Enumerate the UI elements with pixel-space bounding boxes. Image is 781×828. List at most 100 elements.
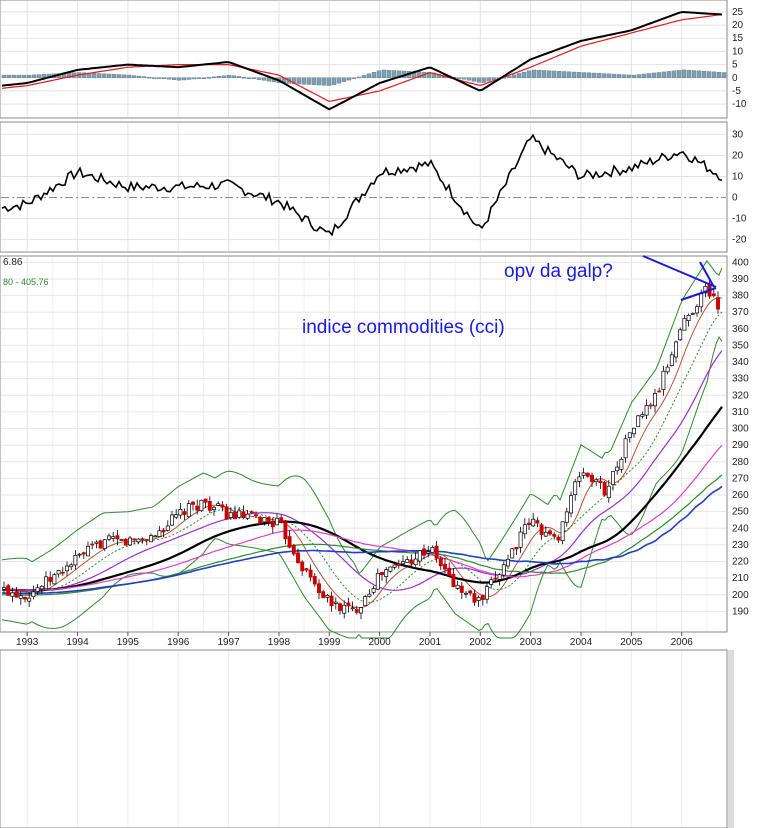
- candle-body: [266, 516, 271, 523]
- candle-body: [569, 495, 573, 514]
- macd-tick-label: 25: [732, 7, 744, 18]
- macd-layer: [1, 10, 727, 111]
- macd-histogram-bar: [336, 77, 342, 84]
- x-tick-label: 2006: [671, 637, 694, 648]
- candle-body: [317, 583, 321, 594]
- price-tick-label: 210: [732, 573, 749, 584]
- price-tick-label: 370: [732, 307, 749, 318]
- candle-body: [606, 485, 611, 499]
- candle-body: [695, 306, 699, 314]
- macd-histogram-bar: [571, 71, 577, 78]
- candle-body: [623, 438, 628, 459]
- macd-histogram-bar: [696, 70, 702, 78]
- candle-body: [275, 517, 279, 526]
- macd-histogram-bar: [116, 74, 122, 78]
- macd-histogram-bar: [666, 71, 672, 78]
- macd-histogram-bar: [26, 74, 32, 78]
- candle-body: [476, 597, 481, 601]
- macd-histogram-bar: [101, 73, 107, 78]
- candle-body: [132, 538, 137, 541]
- candle-body: [674, 341, 678, 358]
- macd-histogram-bar: [21, 74, 27, 78]
- candle-body: [304, 568, 309, 571]
- macd-histogram-bar: [171, 77, 177, 80]
- macd-histogram-bar: [246, 77, 252, 79]
- candle-body: [648, 404, 653, 407]
- candle-body: [539, 524, 544, 535]
- macd-histogram-bar: [221, 75, 227, 78]
- moving-average-black: [2, 406, 723, 592]
- price-tick-label: 250: [732, 507, 749, 518]
- candle-body: [522, 524, 527, 535]
- candle-body: [657, 390, 662, 393]
- candle-body: [60, 571, 65, 574]
- candle-body: [287, 536, 292, 548]
- candle-body: [413, 558, 418, 566]
- candle-body: [619, 458, 624, 470]
- macd-histogram-bar: [711, 71, 717, 78]
- candle-body: [527, 522, 531, 525]
- macd-histogram-bar: [126, 74, 132, 78]
- macd-histogram-bar: [386, 70, 392, 78]
- candle-body: [581, 472, 586, 476]
- candle-body: [611, 471, 615, 485]
- macd-histogram-bar: [716, 71, 722, 78]
- macd-histogram-bar: [81, 72, 87, 78]
- candle-body: [312, 576, 317, 585]
- momentum-line: [1, 133, 723, 237]
- candle-body: [548, 530, 552, 535]
- macd-tick-label: 5: [732, 60, 738, 71]
- macd-histogram-bar: [196, 77, 202, 79]
- macd-histogram-bar: [226, 75, 232, 78]
- candle-body: [212, 506, 216, 510]
- candle-body: [711, 293, 716, 297]
- candle-body: [485, 586, 489, 600]
- macd-histogram-bar: [621, 74, 627, 78]
- macd-histogram-bar: [36, 74, 42, 78]
- x-tick-label: 1996: [167, 637, 190, 648]
- candle-body: [518, 531, 523, 548]
- macd-histogram-bar: [106, 73, 112, 78]
- candle-body: [489, 579, 494, 585]
- macd-histogram-bar: [381, 69, 387, 78]
- macd-histogram-bar: [316, 77, 322, 86]
- candle-body: [653, 393, 657, 407]
- candle-body: [136, 538, 141, 543]
- macd-histogram-bar: [536, 69, 542, 78]
- macd-histogram-bar: [251, 77, 257, 79]
- macd-histogram-bar: [146, 76, 152, 79]
- price-tick-label: 360: [732, 324, 749, 335]
- macd-histogram-bar: [636, 74, 642, 78]
- macd-histogram-bar: [721, 72, 727, 78]
- price-tick-label: 340: [732, 357, 749, 368]
- candle-body: [216, 503, 221, 506]
- candle-body: [254, 514, 258, 517]
- candle-body: [506, 558, 510, 567]
- momentum-panel: [0, 121, 728, 253]
- macd-histogram-bar: [581, 72, 587, 78]
- candle-body: [178, 509, 183, 516]
- candle-body: [443, 563, 447, 570]
- momentum-tick-label: -20: [732, 235, 747, 246]
- candle-body: [556, 536, 561, 541]
- candle-body: [468, 590, 473, 594]
- candle-body: [102, 539, 107, 549]
- scrollbar-strip[interactable]: [728, 650, 734, 828]
- candle-body: [56, 570, 61, 575]
- moving-average-dotted: [2, 311, 723, 603]
- macd-tick-label: 20: [732, 20, 744, 31]
- candle-body: [73, 555, 78, 566]
- price-tick-label: 240: [732, 523, 749, 534]
- macd-histogram-bar: [556, 71, 562, 78]
- macd-histogram-bar: [91, 73, 97, 78]
- candle-body: [644, 405, 649, 416]
- macd-histogram-bar: [111, 74, 117, 78]
- macd-histogram-bar: [596, 73, 602, 78]
- macd-histogram-bar: [366, 73, 372, 78]
- candle-body: [686, 314, 691, 322]
- momentum-layer: [1, 133, 723, 237]
- macd-histogram-bar: [191, 77, 197, 80]
- candle-body: [220, 504, 225, 508]
- candle-body: [10, 592, 15, 597]
- candle-body: [560, 521, 565, 542]
